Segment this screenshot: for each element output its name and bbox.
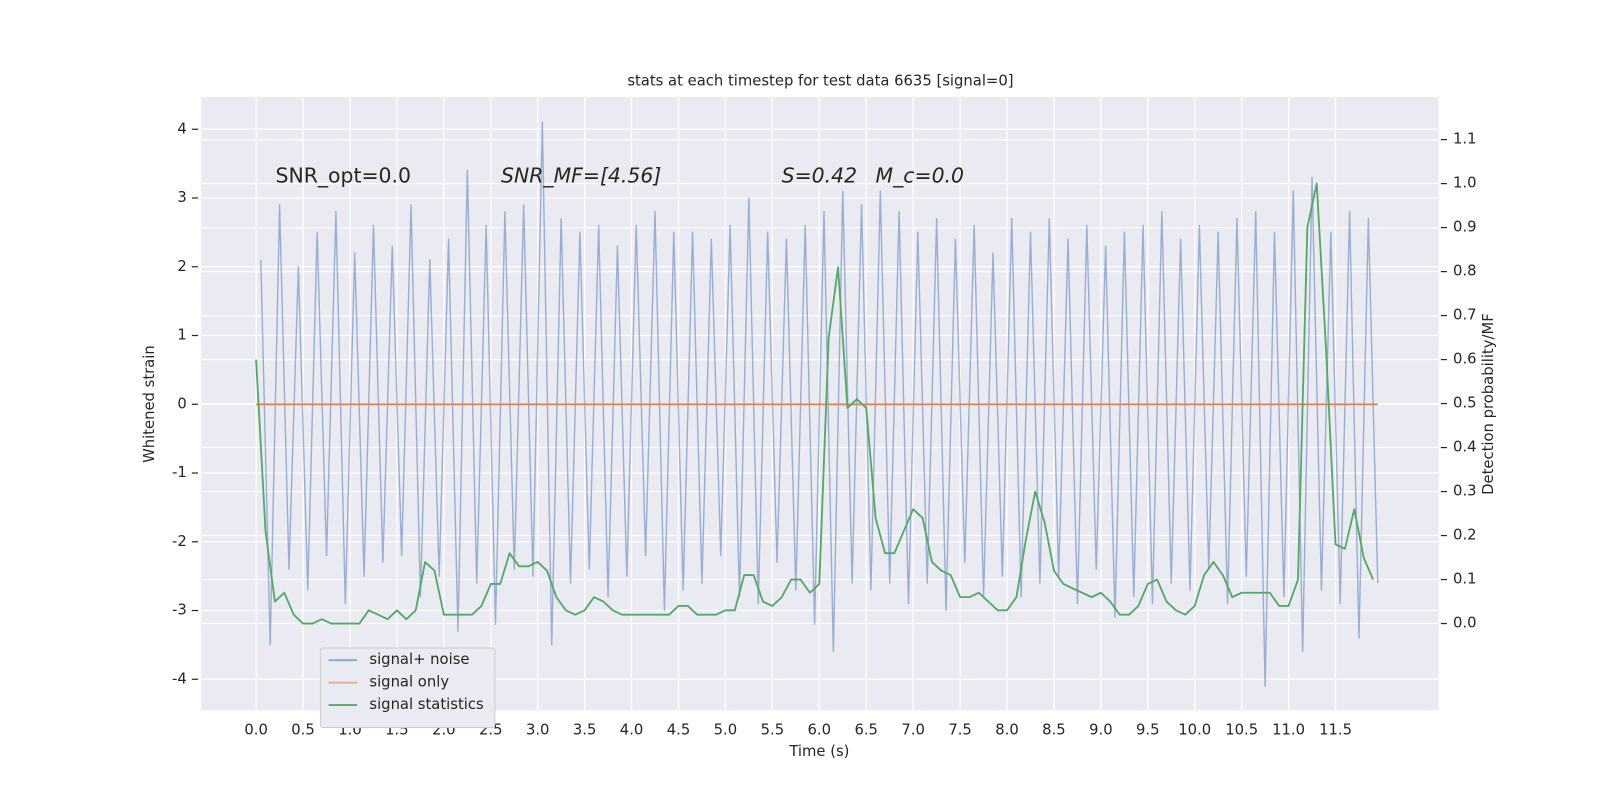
legend-label: signal only xyxy=(369,674,449,691)
y2-tick-label: 0.6 xyxy=(1453,351,1477,368)
y-tick-label: 3 xyxy=(177,189,186,206)
y-tick-label: 0 xyxy=(177,395,186,412)
y2-tick-label: 0.7 xyxy=(1453,307,1477,324)
annotation: SNR_MF=[4.56] xyxy=(501,164,661,189)
y2-axis-label: Detection probability/MF xyxy=(1480,313,1497,495)
y2-tick-label: 0.4 xyxy=(1453,439,1477,456)
y-tick-label: 4 xyxy=(177,120,186,137)
annotation: S=0.42 xyxy=(782,164,857,188)
y2-tick-label: 0.8 xyxy=(1453,263,1477,280)
y2-tick-label: 0.1 xyxy=(1453,571,1477,588)
x-tick-label: 3.0 xyxy=(526,722,550,739)
x-tick-label: 7.5 xyxy=(948,722,972,739)
y-tick-label: 1 xyxy=(177,327,186,344)
x-tick-label: 6.0 xyxy=(808,722,832,739)
y-tick-label: 2 xyxy=(177,258,186,275)
x-tick-label: 11.5 xyxy=(1319,722,1352,739)
y-tick-label: -3 xyxy=(172,602,187,619)
y2-tick-label: 0.3 xyxy=(1453,483,1477,500)
chart-title: stats at each timestep for test data 663… xyxy=(627,73,1013,90)
annotation: SNR_opt=0.0 xyxy=(276,164,412,189)
y2-tick-label: 0.5 xyxy=(1453,395,1477,412)
x-tick-label: 3.5 xyxy=(573,722,597,739)
marks xyxy=(255,121,1379,687)
legend-label: signal statistics xyxy=(369,696,483,713)
y2-tick-label: 0.0 xyxy=(1453,615,1477,632)
x-axis-label: Time (s) xyxy=(788,743,849,760)
x-tick-label: 10.5 xyxy=(1225,722,1258,739)
y-axis-label: Whitened strain xyxy=(141,345,158,463)
x-tick-label: 4.0 xyxy=(620,722,644,739)
x-tick-label: 9.5 xyxy=(1136,722,1160,739)
x-tick-label: 8.0 xyxy=(995,722,1019,739)
legend-label: signal+ noise xyxy=(369,651,469,668)
series-line xyxy=(260,121,1379,687)
x-tick-label: 10.0 xyxy=(1178,722,1211,739)
x-tick-label: 0.0 xyxy=(244,722,268,739)
y2-tick-label: 0.9 xyxy=(1453,219,1477,236)
y-tick-label: -2 xyxy=(172,533,187,550)
annotation: M_c=0.0 xyxy=(876,164,965,189)
x-tick-label: 7.0 xyxy=(901,722,925,739)
y-tick-label: -1 xyxy=(172,464,187,481)
x-tick-label: 0.5 xyxy=(291,722,315,739)
x-tick-label: 9.0 xyxy=(1089,722,1113,739)
y2-tick-label: 1.0 xyxy=(1453,175,1477,192)
x-tick-label: 11.0 xyxy=(1272,722,1305,739)
y-tick-label: -4 xyxy=(172,670,187,687)
x-tick-label: 8.5 xyxy=(1042,722,1066,739)
y2-tick-label: 0.2 xyxy=(1453,527,1477,544)
x-tick-label: 5.0 xyxy=(714,722,738,739)
y2-tick-label: 1.1 xyxy=(1453,131,1477,148)
series-line xyxy=(255,182,1374,625)
x-tick-label: 6.5 xyxy=(854,722,878,739)
x-tick-label: 4.5 xyxy=(667,722,691,739)
x-tick-label: 5.5 xyxy=(761,722,785,739)
legend-box xyxy=(319,647,496,729)
